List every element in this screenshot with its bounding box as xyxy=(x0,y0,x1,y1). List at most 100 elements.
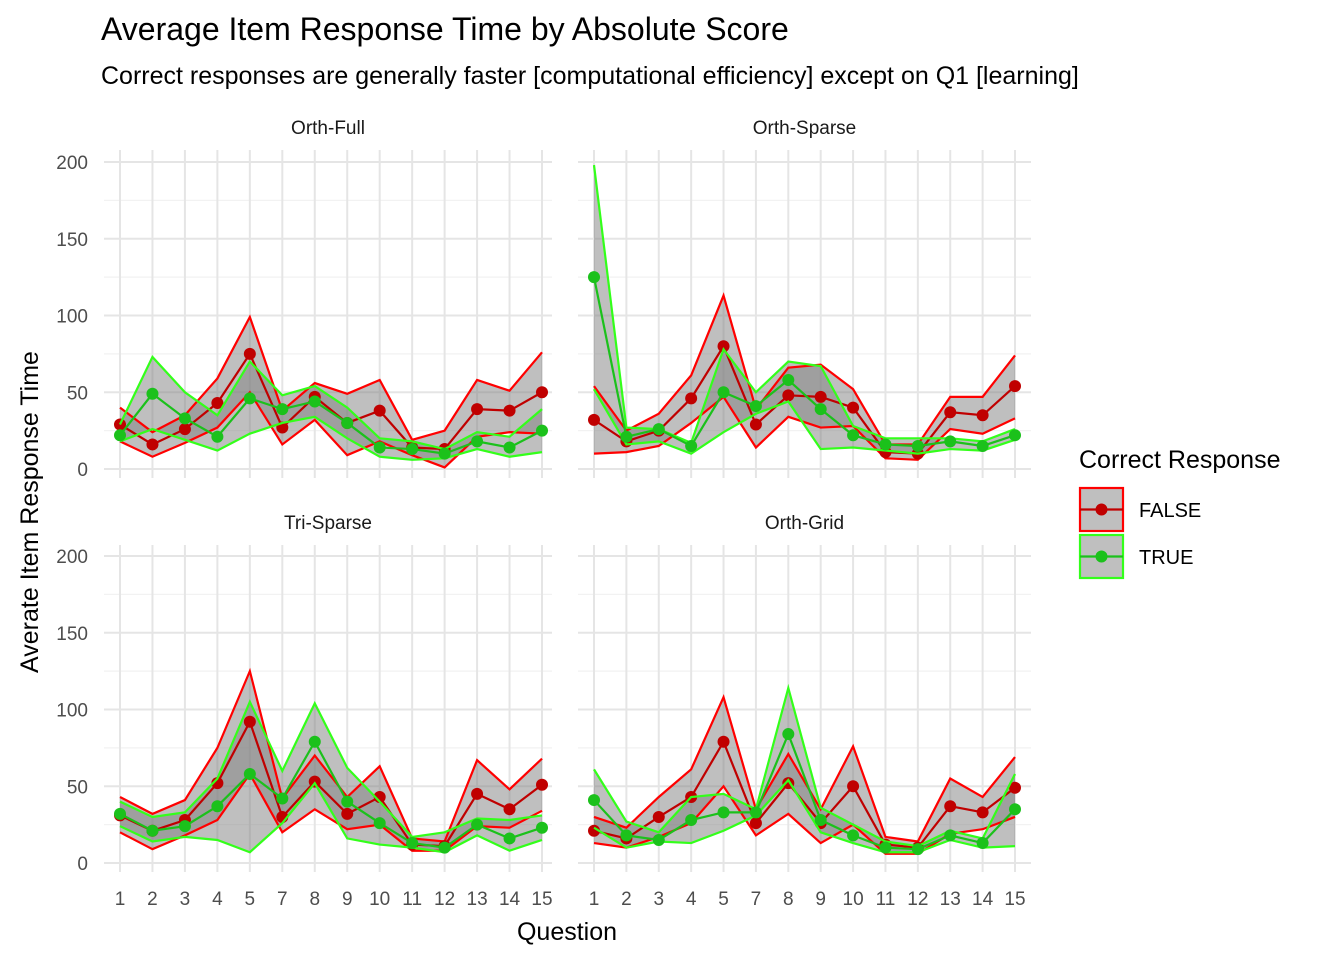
y-tick-label: 150 xyxy=(56,624,88,645)
data-point xyxy=(717,735,730,748)
y-tick-label: 0 xyxy=(77,460,88,481)
x-tick-label: 14 xyxy=(972,889,994,910)
legend-label: FALSE xyxy=(1139,500,1201,522)
x-axis-title: Question xyxy=(517,918,617,946)
x-tick-label: 2 xyxy=(621,889,632,910)
data-point xyxy=(308,395,321,408)
ribbon-true xyxy=(120,356,542,460)
mean-line xyxy=(593,343,1016,455)
data-point xyxy=(814,814,827,827)
data-point xyxy=(146,438,159,451)
y-tick-label: 50 xyxy=(67,383,88,404)
facet-strip-label: Orth-Full xyxy=(291,118,365,139)
data-point xyxy=(588,794,600,807)
ribbon-false xyxy=(120,317,542,468)
data-point xyxy=(749,418,762,431)
x-tick-label: 4 xyxy=(686,889,697,910)
data-point xyxy=(471,787,484,800)
facet-strip-label: Orth-Sparse xyxy=(753,118,856,139)
data-point xyxy=(685,439,698,452)
y-tick-label: 100 xyxy=(56,307,88,328)
facet-strip-label: Tri-Sparse xyxy=(284,513,372,534)
legend-title: Correct Response xyxy=(1079,446,1280,474)
data-point xyxy=(976,409,989,422)
data-point xyxy=(243,715,256,728)
data-point xyxy=(503,441,516,454)
data-point xyxy=(438,447,451,460)
data-point xyxy=(178,412,191,425)
data-point xyxy=(178,820,191,833)
x-tick-label: 3 xyxy=(653,889,664,910)
data-point xyxy=(749,400,762,413)
chart-subtitle: Correct responses are generally faster [… xyxy=(101,62,1079,90)
y-tick-label: 0 xyxy=(77,854,88,875)
upper-bound-line xyxy=(119,667,543,843)
data-point xyxy=(847,780,860,793)
y-tick-label: 200 xyxy=(56,153,88,174)
legend-item-true: TRUE xyxy=(1078,533,1193,580)
data-point xyxy=(1009,803,1021,816)
data-point xyxy=(536,424,548,437)
data-point xyxy=(243,347,256,360)
x-tick-label: 11 xyxy=(402,889,422,910)
data-point xyxy=(588,271,600,284)
facet-panel-orth-full: Orth-Full 0 50 100 150 200 xyxy=(56,118,552,481)
data-point xyxy=(588,824,600,837)
data-point xyxy=(308,735,321,748)
series-true xyxy=(114,355,548,461)
data-point xyxy=(717,386,730,399)
x-tick-label: 10 xyxy=(369,889,390,910)
y-tick-label: 100 xyxy=(56,701,88,722)
mean-line xyxy=(119,739,543,849)
data-point xyxy=(146,387,159,400)
data-point xyxy=(847,429,860,442)
x-tick-label: 11 xyxy=(876,889,896,910)
x-tick-label: 15 xyxy=(531,889,552,910)
data-point xyxy=(911,843,924,856)
data-point xyxy=(879,438,892,451)
data-point xyxy=(243,392,256,405)
y-tick-label: 200 xyxy=(56,547,88,568)
x-tick-label: 15 xyxy=(1004,889,1025,910)
data-point xyxy=(717,806,730,819)
data-point xyxy=(976,439,989,452)
upper-bound-line xyxy=(119,314,543,442)
series-true xyxy=(588,164,1021,455)
x-tick-label: 12 xyxy=(907,889,928,910)
data-point xyxy=(749,806,762,819)
lower-bound-line xyxy=(119,415,543,461)
facet-strip-label: Orth-Grid xyxy=(765,513,844,534)
data-point xyxy=(178,423,191,436)
data-point xyxy=(944,829,957,842)
y-tick-label: 50 xyxy=(67,777,88,798)
data-point xyxy=(717,340,730,353)
lower-bound-line xyxy=(593,388,1016,455)
legend-label: TRUE xyxy=(1139,547,1193,569)
mean-line xyxy=(593,739,1016,849)
data-point xyxy=(211,800,224,813)
data-point xyxy=(503,404,516,417)
chart-title: Average Item Response Time by Absolute S… xyxy=(101,11,789,47)
data-point xyxy=(536,778,548,791)
data-point xyxy=(620,430,633,443)
data-point xyxy=(782,373,795,386)
upper-bound-line xyxy=(119,355,543,451)
data-point xyxy=(911,439,924,452)
data-point xyxy=(620,829,633,842)
upper-bound-line xyxy=(593,694,1016,843)
data-point xyxy=(782,389,795,402)
x-tick-label: 2 xyxy=(147,889,158,910)
lower-bound-line xyxy=(119,781,543,854)
data-point xyxy=(114,429,126,442)
facet-panels: Orth-Full050100150200Orth-SparseTri-Spar… xyxy=(56,118,1031,910)
data-point xyxy=(944,406,957,419)
lower-bound-line xyxy=(593,395,1016,461)
data-point xyxy=(471,818,484,831)
data-point xyxy=(652,833,665,846)
x-tick-label: 1 xyxy=(589,889,600,910)
data-point xyxy=(652,810,665,823)
data-point xyxy=(373,817,386,830)
x-tick-label: 13 xyxy=(467,889,488,910)
data-point xyxy=(944,435,957,448)
